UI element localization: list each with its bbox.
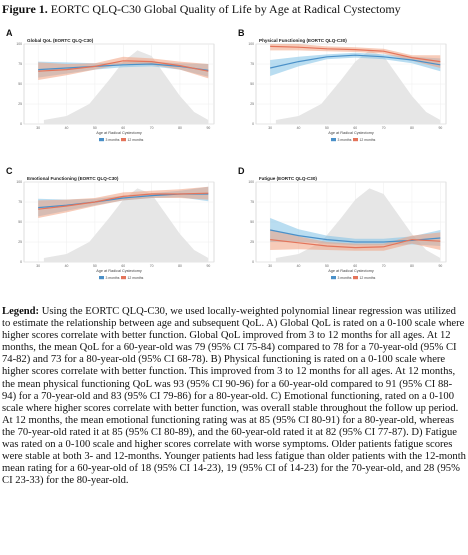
y-tick-label: 50 [250, 220, 254, 224]
legend-swatch-3mo [331, 276, 336, 280]
x-tick-label: 90 [438, 264, 442, 268]
figure-title: Figure 1. EORTC QLQ-C30 Global Quality o… [2, 2, 401, 17]
y-tick-label: 75 [250, 62, 254, 66]
legend-label: Legend: [2, 306, 40, 317]
panel-letter: C [6, 166, 13, 176]
panel-letter: D [238, 166, 245, 176]
legend-entry-3mo: 3 months [106, 276, 120, 280]
x-tick-label: 60 [353, 264, 357, 268]
x-tick-label: 40 [65, 264, 69, 268]
x-tick-label: 40 [65, 126, 69, 130]
y-tick-label: 0 [252, 122, 254, 126]
figure-legend: Legend: Using the EORTC QLQ-C30, we used… [2, 306, 466, 487]
legend-entry-3mo: 3 months [338, 138, 352, 142]
x-tick-label: 50 [325, 126, 329, 130]
y-tick-label: 25 [18, 240, 22, 244]
x-tick-label: 50 [93, 126, 97, 130]
chart-title: Fatigue (EORTC QLQ-C30) [259, 176, 317, 181]
y-tick-label: 100 [16, 180, 22, 184]
ci-band-3mo [270, 218, 441, 246]
x-tick-label: 60 [121, 126, 125, 130]
age-density-area [43, 50, 209, 124]
x-tick-label: 90 [206, 264, 210, 268]
x-tick-label: 60 [353, 126, 357, 130]
chart-b: B Physical Functioning (EORTC QLQ-C30) 30 4… [238, 28, 447, 142]
y-tick-label: 100 [248, 42, 254, 46]
x-tick-label: 90 [206, 126, 210, 130]
x-axis-label: Age at Radical Cystectomy [96, 269, 142, 273]
y-tick-label: 50 [250, 82, 254, 86]
x-tick-label: 80 [410, 264, 414, 268]
legend-swatch-3mo [99, 276, 104, 280]
panel-b: B Physical Functioning (EORTC QLQ-C30) 30 4… [234, 26, 466, 148]
x-tick-label: 40 [297, 126, 301, 130]
y-tick-label: 50 [18, 82, 22, 86]
y-tick-label: 100 [16, 42, 22, 46]
y-tick-label: 75 [250, 200, 254, 204]
age-density-area [275, 50, 441, 124]
x-axis-label: Age at Radical Cystectomy [96, 131, 142, 135]
x-tick-label: 30 [36, 126, 40, 130]
x-tick-label: 50 [325, 264, 329, 268]
x-tick-label: 70 [382, 264, 386, 268]
y-tick-label: 25 [250, 102, 254, 106]
ci-band-12mo [270, 229, 441, 251]
y-tick-label: 0 [20, 260, 22, 264]
legend-swatch-3mo [331, 138, 336, 142]
y-tick-label: 25 [250, 240, 254, 244]
x-axis-label: Age at Radical Cystectomy [328, 269, 374, 273]
legend-entry-12mo: 12 months [128, 138, 144, 142]
panel-letter: B [238, 28, 245, 38]
x-axis-label: Age at Radical Cystectomy [328, 131, 374, 135]
legend-swatch-12mo [121, 138, 126, 142]
y-tick-label: 0 [252, 260, 254, 264]
x-tick-label: 80 [178, 264, 182, 268]
legend-entry-3mo: 3 months [106, 138, 120, 142]
y-tick-label: 50 [18, 220, 22, 224]
panel-letter: A [6, 28, 13, 38]
x-tick-label: 80 [178, 126, 182, 130]
chart-c: C Emotional Functioning (EORTC QLQ-C30) 30… [6, 166, 215, 280]
legend-entry-12mo: 12 months [360, 276, 376, 280]
figure-title-text: EORTC QLQ-C30 Global Quality of Life by … [50, 2, 401, 16]
panel-d: D Fatigue (EORTC QLQ-C30) 30 40 50 60 70 80 90 0 2… [234, 164, 466, 286]
legend-swatch-3mo [99, 138, 104, 142]
x-tick-label: 70 [150, 264, 154, 268]
x-tick-label: 90 [438, 126, 442, 130]
x-tick-label: 70 [150, 126, 154, 130]
x-tick-label: 40 [297, 264, 301, 268]
x-tick-label: 30 [268, 264, 272, 268]
x-tick-label: 30 [36, 264, 40, 268]
y-tick-label: 100 [248, 180, 254, 184]
x-tick-label: 50 [93, 264, 97, 268]
chart-a: A Global QoL (EORTC QLQ-C30) 30 40 50 60 70 80 9… [6, 28, 215, 142]
legend-swatch-12mo [121, 276, 126, 280]
age-density-area [43, 188, 209, 262]
legend-swatch-12mo [353, 276, 358, 280]
ci-band-12mo [38, 56, 209, 80]
legend-entry-3mo: 3 months [338, 276, 352, 280]
figure-label: Figure 1. [2, 2, 48, 16]
panel-a: A Global QoL (EORTC QLQ-C30) 30 40 50 60 70 80 9… [2, 26, 234, 148]
chart-title: Global QoL (EORTC QLQ-C30) [27, 38, 94, 43]
legend-entry-12mo: 12 months [360, 138, 376, 142]
chart-title: Emotional Functioning (EORTC QLQ-C30) [27, 176, 119, 181]
panel-c: C Emotional Functioning (EORTC QLQ-C30) 30… [2, 164, 234, 286]
x-tick-label: 60 [121, 264, 125, 268]
chart-title: Physical Functioning (EORTC QLQ-C30) [259, 38, 347, 43]
chart-d: D Fatigue (EORTC QLQ-C30) 30 40 50 60 70 80 90 0 2… [238, 166, 447, 280]
legend-entry-12mo: 12 months [128, 276, 144, 280]
ci-band-12mo [270, 44, 441, 68]
legend-body: Using the EORTC QLQ-C30, we used locally… [2, 306, 466, 487]
x-tick-label: 80 [410, 126, 414, 130]
x-tick-label: 70 [382, 126, 386, 130]
y-tick-label: 75 [18, 200, 22, 204]
y-tick-label: 75 [18, 62, 22, 66]
x-tick-label: 30 [268, 126, 272, 130]
legend-swatch-12mo [353, 138, 358, 142]
y-tick-label: 25 [18, 102, 22, 106]
y-tick-label: 0 [20, 122, 22, 126]
